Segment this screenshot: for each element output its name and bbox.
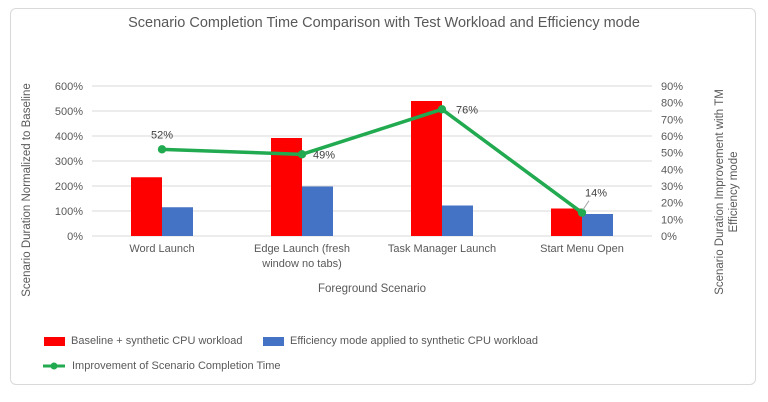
legend-line-marker-icon <box>43 362 65 370</box>
legend-label: Efficiency mode applied to synthetic CPU… <box>290 335 539 347</box>
right-axis-tick-label: 20% <box>661 198 683 210</box>
left-axis-tick-label: 0% <box>67 231 83 243</box>
right-axis-tick-label: 60% <box>661 131 683 143</box>
line-marker <box>577 208 587 217</box>
left-axis-tick-label: 100% <box>55 206 83 218</box>
right-axis-tick-label: 50% <box>661 148 683 160</box>
bar-efficiency-mode <box>302 186 333 236</box>
left-axis-tick-label: 400% <box>55 131 83 143</box>
bar-efficiency-mode <box>442 205 473 236</box>
legend-item-baseline: Baseline + synthetic CPU workload <box>44 335 243 347</box>
line-marker <box>437 105 447 114</box>
bar-baseline-workload <box>551 208 582 236</box>
category-label: Word Launch <box>129 243 194 255</box>
line-data-label: 52% <box>151 129 173 141</box>
bar-efficiency-mode <box>582 214 613 236</box>
category-label: Start Menu Open <box>540 243 624 255</box>
legend-line-glyph <box>50 362 58 370</box>
right-axis-tick-label: 10% <box>661 214 683 226</box>
right-axis-tick-label: 80% <box>661 98 683 110</box>
legend-swatch-red-icon <box>44 336 65 346</box>
label-leader-line <box>582 200 590 210</box>
improvement-line <box>161 107 584 215</box>
left-axis-tick-label: 300% <box>55 156 83 168</box>
legend-item-improvement: Improvement of Scenario Completion Time <box>42 360 280 372</box>
legend-swatch-blue-icon <box>263 336 284 346</box>
bar-efficiency-mode <box>162 207 193 236</box>
right-axis-tick-label: 0% <box>661 231 677 243</box>
category-label: Task Manager Launch <box>388 243 496 255</box>
bar-baseline-workload <box>411 101 442 236</box>
line-data-label: 14% <box>585 188 607 200</box>
right-axis-tick-label: 40% <box>661 164 683 176</box>
left-axis-tick-label: 500% <box>55 106 83 118</box>
bar-baseline-workload <box>131 177 162 236</box>
right-axis-tick-label: 30% <box>661 181 683 193</box>
line-data-label: 49% <box>313 149 335 161</box>
chart-title: Scenario Completion Time Comparison with… <box>128 15 640 31</box>
category-label: Edge Launch (fresh <box>254 243 350 255</box>
legend-label: Baseline + synthetic CPU workload <box>71 335 243 347</box>
right-axis-tick-label: 70% <box>661 114 683 126</box>
line-marker <box>157 145 167 154</box>
legend-item-efficiency: Efficiency mode applied to synthetic CPU… <box>263 335 538 347</box>
line-data-label: 76% <box>456 104 478 116</box>
left-axis-tick-label: 200% <box>55 181 83 193</box>
left-axis-tick-label: 600% <box>55 81 83 93</box>
right-axis-tick-label: 90% <box>661 81 683 93</box>
line-marker <box>297 150 307 159</box>
legend-label: Improvement of Scenario Completion Time <box>72 360 281 372</box>
x-axis-title: Foreground Scenario <box>317 283 427 295</box>
category-label: window no tabs) <box>261 258 342 270</box>
